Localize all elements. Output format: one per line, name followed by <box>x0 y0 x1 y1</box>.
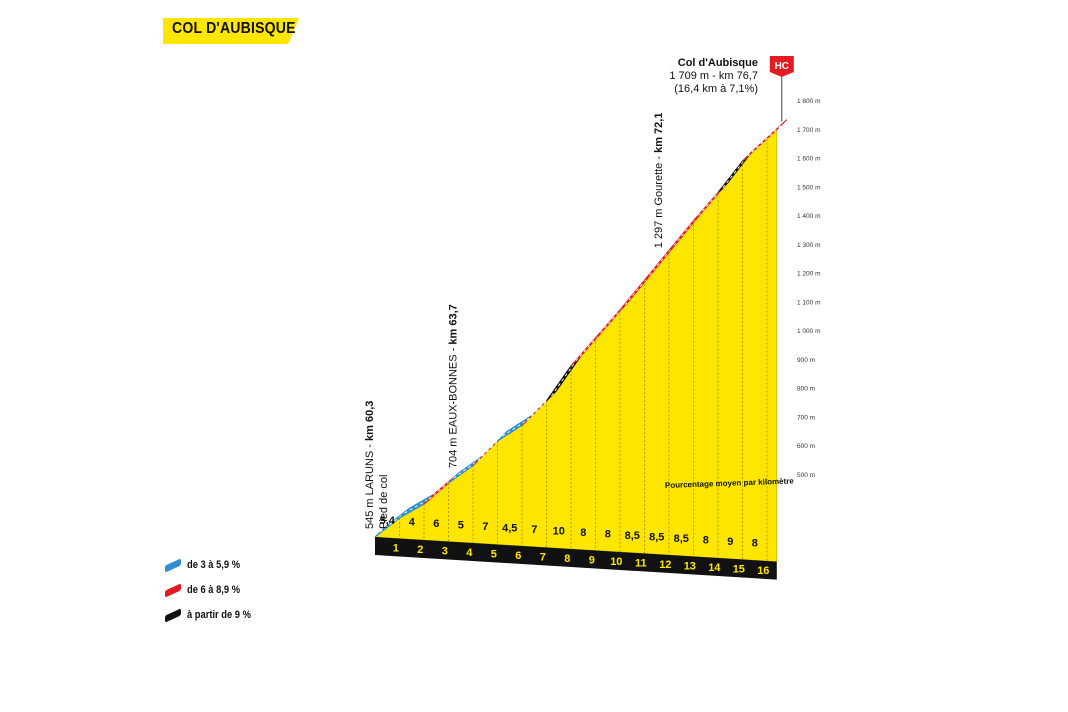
legend-swatch-red <box>165 582 181 598</box>
gradient-label: 8 <box>605 528 611 540</box>
gradient-label: 10 <box>553 525 565 537</box>
waypoint-km: km 63,7 <box>447 304 459 344</box>
altitude-tick: 1 400 m <box>797 213 821 220</box>
ridge-dash <box>673 215 699 246</box>
legend-swatch-blue <box>165 557 181 573</box>
title-banner <box>163 18 299 44</box>
km-marker: 2 <box>417 544 423 556</box>
ridge-dash <box>551 360 577 397</box>
summit-info-2: (16,4 km à 7,1%) <box>674 83 758 95</box>
altitude-tick: 500 m <box>797 472 815 479</box>
waypoint-altitude: 1 297 m Gourette - <box>653 153 665 248</box>
gradient-label: 8 <box>752 537 758 549</box>
gradient-label: 4 <box>409 516 416 528</box>
waypoint-altitude: 545 m LARUNS - <box>364 441 376 529</box>
ridge-dash <box>624 274 650 306</box>
waypoint-altitude: 704 m EAUX-BONNES - <box>447 345 459 468</box>
gradient-label: 5 <box>458 519 464 531</box>
km-marker: 11 <box>635 558 647 570</box>
altitude-tick: 800 m <box>797 386 815 393</box>
waypoint-label: 704 m EAUX-BONNES - km 63,7 <box>447 304 459 468</box>
km-marker: 15 <box>733 564 745 576</box>
km-marker: 16 <box>757 565 769 577</box>
gradient-label: 5,4 <box>380 515 396 527</box>
altitude-tick: 700 m <box>797 414 815 421</box>
ridge-dash <box>453 460 479 479</box>
summit-name: Col d'Aubisque <box>678 57 758 69</box>
km-marker: 1 <box>393 543 399 555</box>
altitude-tick: 1 000 m <box>797 328 821 335</box>
km-marker: 4 <box>466 547 473 559</box>
waypoint-km: km 60,3 <box>364 401 376 441</box>
ridge-dash <box>404 498 430 514</box>
km-marker: 6 <box>515 550 521 562</box>
altitude-tick: 1 200 m <box>797 271 821 278</box>
legend-item-blue: de 3 à 5,9 % <box>165 557 249 573</box>
altitude-tick: 600 m <box>797 443 815 450</box>
legend-label: à partir de 9 % <box>187 609 251 621</box>
gradient-label: 6 <box>433 518 439 530</box>
ridge-dash <box>747 124 783 157</box>
legend-item-black: à partir de 9 % <box>165 607 262 623</box>
km-marker: 13 <box>684 561 696 573</box>
km-marker: 5 <box>491 549 497 561</box>
waypoint-text: 704 m EAUX-BONNES - km 63,7 <box>447 304 459 468</box>
gradient-label: 9 <box>727 536 733 548</box>
legend-swatch-black <box>165 607 181 623</box>
km-marker: 7 <box>540 552 546 564</box>
ridge-dash <box>722 155 748 188</box>
waypoint-label: 1 297 m Gourette - km 72,1 <box>653 113 665 249</box>
ridge-dash <box>502 419 528 437</box>
km-marker: 10 <box>610 556 622 568</box>
altitude-tick: 1 600 m <box>797 156 821 163</box>
legend-item-red: de 6 à 8,9 % <box>165 582 249 598</box>
altitude-tick: 900 m <box>797 357 815 364</box>
gradient-label: 8 <box>580 527 586 539</box>
km-marker: 3 <box>442 546 448 558</box>
gradient-label: 8,5 <box>674 533 689 545</box>
page-title: COL D'AUBISQUE <box>172 20 296 37</box>
gradient-label: 8 <box>703 534 709 546</box>
waypoint-sub: Pied de col <box>378 475 390 529</box>
altitude-tick: 1 700 m <box>797 127 821 134</box>
summit-category: HC <box>775 61 789 72</box>
gradient-label: 7 <box>482 521 488 533</box>
ridge-dash <box>379 512 405 533</box>
waypoint-text: 1 297 m Gourette - km 72,1 <box>653 113 665 249</box>
summit-category-flag <box>769 56 794 77</box>
km-marker: 14 <box>708 562 721 574</box>
km-marker: 12 <box>659 559 671 571</box>
km-marker: 9 <box>589 555 595 567</box>
km-base-band <box>375 537 777 580</box>
ridge-dash <box>649 245 675 276</box>
km-marker: 8 <box>564 553 570 565</box>
altitude-tick: 1 800 m <box>797 98 821 105</box>
altitude-tick: 1 500 m <box>797 184 821 191</box>
waypoint-text: 545 m LARUNS - km 60,3 <box>364 401 376 529</box>
gradient-label: 7 <box>531 524 537 536</box>
altitude-tick: 1 300 m <box>797 242 821 249</box>
legend-label: de 6 à 8,9 % <box>187 584 241 596</box>
gradient-label: 8,5 <box>649 531 664 543</box>
summit-info-1: 1 709 m - km 76,7 <box>669 70 758 82</box>
gradient-label: 8,5 <box>625 530 640 542</box>
legend-label: de 3 à 5,9 % <box>187 559 241 571</box>
altitude-tick: 1 100 m <box>797 299 821 306</box>
waypoint-km: km 72,1 <box>653 113 665 153</box>
gradient-label: 4,5 <box>502 522 517 534</box>
